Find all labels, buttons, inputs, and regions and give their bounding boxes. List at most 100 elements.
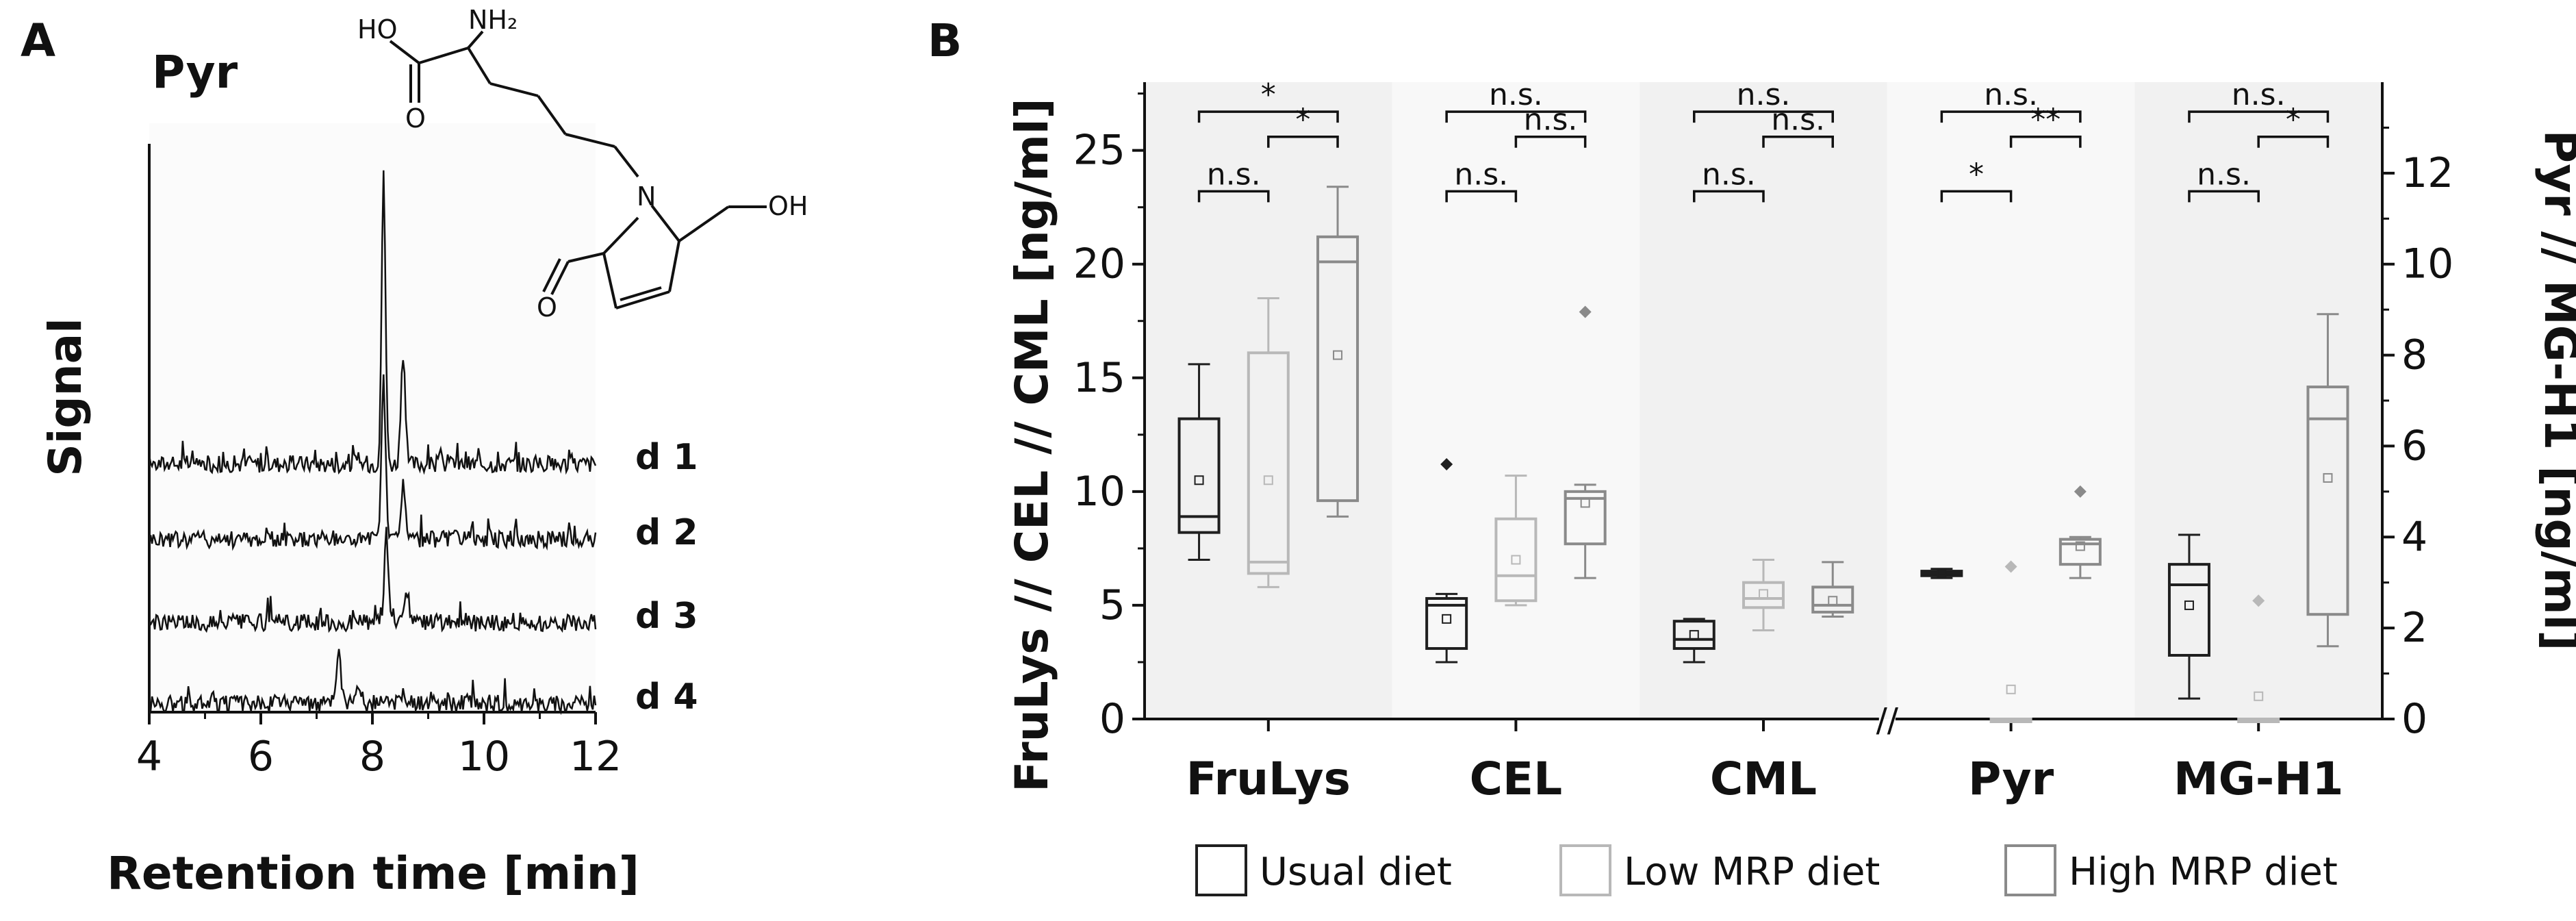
mean-marker-pyr-usual: [1937, 568, 1947, 579]
mean-marker-cel-usual: [1442, 614, 1452, 624]
axis-break-mark: //: [1876, 701, 1899, 740]
chromatogram-label-4: d 4: [635, 677, 698, 718]
panel-a-axes: 4 6 8 10 12: [136, 144, 622, 781]
panel-b-right-tick-label: 12: [2401, 149, 2453, 197]
panel-a-x-tick-label: 4: [136, 733, 162, 781]
significance-bracket-frulys: [1197, 190, 1270, 203]
box-cml-low: [1742, 581, 1785, 609]
significance-bracket-mg-h1: [2188, 110, 2330, 123]
chromatogram-trace-1: [148, 170, 597, 475]
category-label-pyr: Pyr: [1968, 753, 2054, 805]
significance-bracket-frulys: [1267, 135, 1339, 148]
mean-marker-mg-h1-high: [2323, 472, 2333, 483]
significance-bracket-cml: [1762, 135, 1834, 148]
category-label-mg-h1: MG-H1: [2173, 753, 2343, 805]
box-cel-high: [1564, 490, 1607, 546]
legend: Usual diet Low MRP diet High MRP diet: [1195, 844, 2338, 896]
box-cel-usual: [1425, 596, 1468, 651]
significance-label-cel: n.s.: [1524, 103, 1578, 138]
structure-label-n: N: [637, 181, 656, 212]
mean-marker-cel-low: [1511, 555, 1521, 565]
significance-label-pyr: **: [2030, 103, 2061, 138]
panel-b-right-tick-label: 0: [2401, 695, 2427, 743]
panel-a-x-tick-label: 12: [570, 733, 622, 781]
box-frulys-high: [1316, 235, 1360, 503]
mean-marker-mg-h1-low: [2254, 691, 2264, 701]
significance-label-mg-h1: n.s.: [2232, 77, 2286, 112]
panel-a-xlabel: Retention time [min]: [107, 847, 639, 900]
panel-b: // 0 5 10 15 20 25 0 2 4 6 8 10 12 FruLys CEL CML Pyr MG-H…: [1006, 77, 2576, 896]
category-background-pyr: [1887, 82, 2135, 719]
box-mg-h1-high: [2306, 386, 2349, 616]
panel-b-right-tick-label: 10: [2401, 240, 2453, 288]
panel-a-x-tick-label: 6: [248, 733, 274, 781]
structure-label-oh: OH: [768, 191, 808, 221]
chromatogram-label-2: d 2: [635, 512, 698, 553]
panel-b-significance-brackets: **n.s.n.s.n.s.n.s.n.s.n.s.n.s.n.s.***n.s…: [1197, 77, 2330, 203]
legend-swatch-usual: [1195, 844, 1247, 896]
panel-a-letter: A: [21, 14, 55, 67]
mean-marker-frulys-high: [1333, 350, 1343, 360]
outlier-pyr-low: [2004, 560, 2017, 573]
outlier-mg-h1-low: [2252, 594, 2265, 607]
panel-a-x-tick-label: 8: [359, 733, 385, 781]
category-label-cml: CML: [1710, 753, 1817, 805]
panel-b-right-tick-label: 6: [2401, 422, 2427, 470]
significance-label-cml: n.s.: [1737, 77, 1791, 112]
significance-bracket-cel: [1445, 190, 1518, 203]
significance-bracket-pyr: [1940, 110, 2082, 123]
chromatogram-trace-4: [148, 648, 597, 716]
mean-marker-pyr-low: [2006, 684, 2016, 694]
panel-a-ylabel: Signal: [39, 318, 92, 477]
panel-a-x-tick-label: 10: [458, 733, 510, 781]
box-frulys-low: [1247, 351, 1290, 575]
significance-label-cel: n.s.: [1454, 157, 1508, 192]
significance-bracket-cel: [1514, 135, 1587, 148]
panel-b-left-tick-label: 0: [1099, 695, 1125, 743]
panel-a-plot-area: [149, 123, 596, 711]
significance-label-mg-h1: n.s.: [2197, 157, 2251, 192]
category-label-cel: CEL: [1470, 753, 1563, 805]
chromatogram-trace-2: [148, 374, 597, 551]
legend-swatch-low: [1559, 844, 1611, 896]
structure-label-o-acid: O: [405, 103, 426, 134]
chromatogram-traces: d 1 d 2 d 3 d 4: [148, 170, 698, 718]
panel-b-left-tick-label: 5: [1099, 581, 1125, 629]
significance-bracket-cml: [1693, 190, 1765, 203]
significance-bracket-cml: [1693, 110, 1834, 123]
panel-b-right-tick-label: 2: [2401, 604, 2427, 652]
pyrraline-structure: [389, 30, 767, 310]
mean-marker-pyr-high: [2075, 541, 2085, 551]
category-background-frulys: [1145, 82, 1392, 719]
significance-label-cml: n.s.: [1771, 103, 1825, 138]
significance-bracket-pyr: [2009, 135, 2082, 148]
panel-b-right-ylabel: Pyr // MG-H1 [ng/ml]: [2534, 130, 2576, 651]
significance-label-frulys: *: [1261, 77, 1276, 112]
box-cml-usual: [1672, 620, 1716, 651]
chromatogram-trace-3: [149, 527, 597, 633]
panel-a: Pyr Signal Retention time [min]: [39, 5, 808, 900]
legend-label-low: Low MRP diet: [1624, 850, 1880, 894]
panel-a-title: Pyr: [152, 46, 238, 99]
structure-label-o-aldehyde: O: [537, 292, 557, 323]
significance-label-cml: n.s.: [1702, 157, 1756, 192]
structure-label-nh2: NH₂: [468, 5, 518, 35]
significance-label-cel: n.s.: [1489, 77, 1543, 112]
box-frulys-usual: [1177, 417, 1221, 534]
mean-marker-frulys-low: [1263, 475, 1273, 485]
mean-marker-cel-high: [1580, 498, 1590, 508]
mean-marker-cml-high: [1828, 596, 1838, 606]
mean-marker-cml-low: [1759, 589, 1768, 599]
category-background-cel: [1392, 82, 1640, 719]
category-background-mg-h1: [2134, 82, 2382, 719]
panel-b-letter: B: [928, 14, 962, 67]
structure-label-ho: HO: [357, 14, 397, 45]
panel-b-left-tick-label: 15: [1073, 354, 1125, 402]
chromatogram-label-3: d 3: [635, 596, 698, 637]
legend-label-usual: Usual diet: [1260, 850, 1452, 894]
category-label-frulys: FruLys: [1186, 753, 1351, 805]
box-pyr-high: [2058, 538, 2102, 566]
significance-bracket-pyr: [1940, 190, 2013, 203]
mean-marker-cml-usual: [1689, 630, 1699, 640]
